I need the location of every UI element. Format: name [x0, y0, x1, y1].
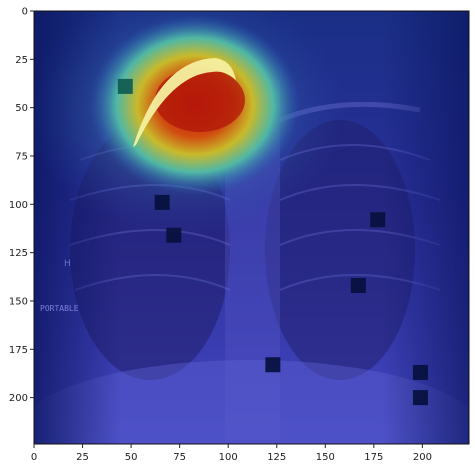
svg-text:H: H [64, 259, 71, 269]
x-tick-label: 125 [267, 452, 286, 463]
x-tick-label: 25 [76, 452, 89, 463]
y-tick-label: 150 [9, 296, 28, 307]
x-tick-label: 175 [364, 452, 383, 463]
y-tick-label: 0 [22, 7, 28, 18]
square-marker [370, 212, 386, 228]
y-axis: 0 25 50 75 100 125 150 175 200 [9, 7, 34, 404]
x-axis: 0 25 50 75 100 125 150 175 200 [31, 444, 432, 463]
square-marker [412, 390, 428, 406]
x-tick-label: 200 [413, 452, 432, 463]
square-marker [412, 364, 428, 380]
y-tick-label: 50 [15, 103, 28, 114]
square-marker [350, 277, 366, 293]
y-tick-label: 175 [9, 345, 28, 356]
x-tick-label: 75 [173, 452, 186, 463]
portable-marker-text: PORTABLE [40, 304, 79, 313]
square-marker [154, 194, 170, 210]
square-marker [166, 227, 182, 243]
square-marker [117, 78, 133, 94]
square-marker [265, 357, 281, 373]
y-tick-label: 25 [15, 55, 28, 66]
x-tick-label: 0 [31, 452, 37, 463]
xray-image: PORTABLE H [34, 11, 469, 444]
x-tick-label: 50 [125, 452, 138, 463]
y-tick-label: 100 [9, 200, 28, 211]
marker-layer [117, 78, 428, 406]
y-tick-label: 75 [15, 151, 28, 162]
y-tick-label: 125 [9, 248, 28, 259]
y-tick-label: 200 [9, 393, 28, 404]
plot-frame [33, 10, 470, 445]
x-tick-label: 150 [316, 452, 335, 463]
x-tick-label: 100 [219, 452, 238, 463]
